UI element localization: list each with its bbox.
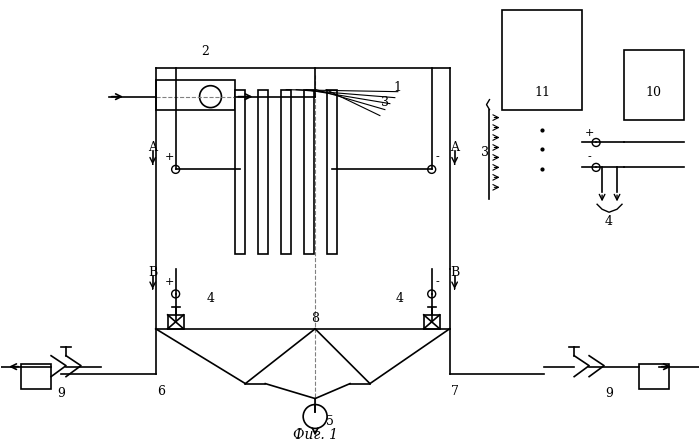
Text: -: - bbox=[436, 277, 440, 287]
Text: 9: 9 bbox=[605, 387, 613, 400]
Text: 10: 10 bbox=[646, 86, 662, 99]
Bar bbox=[21, 364, 51, 388]
Text: +: + bbox=[584, 127, 594, 138]
Text: 11: 11 bbox=[534, 86, 550, 99]
Text: 9: 9 bbox=[57, 387, 65, 400]
Text: A: A bbox=[450, 141, 459, 154]
Text: 4: 4 bbox=[395, 293, 404, 305]
Bar bbox=[281, 90, 291, 254]
Text: A: A bbox=[148, 141, 158, 154]
Bar bbox=[624, 50, 684, 119]
Text: 2: 2 bbox=[202, 45, 209, 58]
Bar bbox=[168, 315, 183, 329]
Bar bbox=[235, 90, 246, 254]
Text: B: B bbox=[148, 266, 158, 278]
Text: 4: 4 bbox=[605, 215, 613, 228]
Text: Фиг. 1: Фиг. 1 bbox=[293, 428, 337, 442]
Bar bbox=[155, 80, 235, 110]
Text: 3: 3 bbox=[381, 96, 389, 109]
Text: 8: 8 bbox=[311, 312, 319, 325]
Bar bbox=[258, 90, 268, 254]
Bar bbox=[503, 10, 582, 110]
Text: 7: 7 bbox=[451, 385, 458, 398]
Text: 5: 5 bbox=[326, 415, 334, 428]
Text: B: B bbox=[450, 266, 459, 278]
Bar bbox=[424, 315, 440, 329]
Text: +: + bbox=[165, 152, 174, 163]
Text: +: + bbox=[165, 277, 174, 287]
Text: 1: 1 bbox=[394, 81, 402, 94]
Text: -: - bbox=[436, 152, 440, 163]
Text: 4: 4 bbox=[206, 293, 214, 305]
Bar bbox=[327, 90, 337, 254]
Bar bbox=[639, 364, 668, 388]
Text: 3: 3 bbox=[480, 146, 489, 159]
Text: -: - bbox=[587, 152, 591, 163]
Bar bbox=[304, 90, 314, 254]
Text: 6: 6 bbox=[157, 385, 164, 398]
